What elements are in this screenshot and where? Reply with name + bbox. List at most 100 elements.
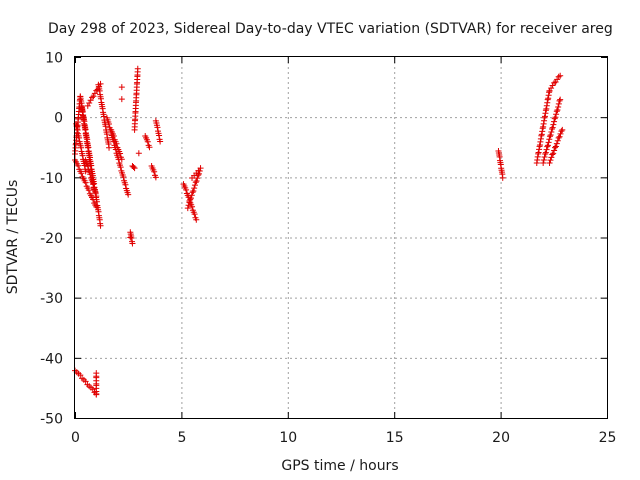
data-point: [543, 146, 550, 153]
data-point: [74, 127, 81, 134]
data-point: [191, 182, 198, 189]
data-point: [557, 72, 564, 79]
data-point: [191, 185, 198, 192]
data-point: [118, 96, 125, 103]
y-tick-label: -40: [40, 351, 63, 367]
data-point: [146, 144, 153, 151]
data-point: [154, 124, 161, 131]
data-point: [549, 125, 556, 132]
data-point: [110, 132, 117, 139]
data-point: [87, 97, 94, 104]
data-point: [125, 191, 132, 198]
data-point: [551, 115, 558, 122]
data-point: [553, 108, 560, 115]
data-point: [78, 170, 85, 177]
data-point: [550, 150, 557, 157]
gridlines: [75, 57, 607, 418]
data-point: [546, 87, 553, 94]
data-point: [546, 136, 553, 143]
data-point: [553, 140, 560, 147]
data-point: [135, 150, 142, 157]
data-point: [122, 181, 129, 188]
data-point: [117, 150, 124, 157]
data-point: [195, 170, 202, 177]
data-point: [93, 203, 100, 210]
data-point: [97, 222, 104, 229]
data-point: [184, 205, 191, 212]
data-point: [89, 94, 96, 101]
data-point: [554, 137, 561, 144]
chart-title: Day 298 of 2023, Sidereal Day-to-day VTE…: [48, 21, 613, 37]
data-point: [118, 156, 125, 163]
data-point: [187, 196, 194, 203]
data-point: [552, 144, 559, 151]
data-point: [545, 139, 552, 146]
x-tick-label: 10: [279, 430, 297, 446]
data-point: [90, 93, 97, 100]
data-point: [189, 203, 196, 210]
data-point: [549, 82, 556, 89]
data-point: [131, 165, 138, 172]
data-point: [550, 121, 557, 128]
data-point: [151, 168, 158, 175]
x-tick-label: 0: [71, 430, 80, 446]
data-point: [84, 163, 91, 170]
data-point: [189, 189, 196, 196]
data-point: [187, 195, 194, 202]
data-point: [551, 118, 558, 125]
data-point: [79, 152, 86, 159]
data-point: [547, 131, 554, 138]
data-point: [551, 79, 558, 86]
data-point: [193, 178, 200, 185]
x-axis-label: GPS time / hours: [281, 458, 398, 474]
data-point: [553, 111, 560, 118]
data-point: [93, 370, 100, 377]
data-point: [188, 192, 195, 199]
y-tick-label: -20: [40, 231, 63, 247]
data-point: [127, 234, 134, 241]
y-tick-label: 0: [54, 111, 63, 127]
data-point: [195, 167, 202, 174]
data-point: [546, 133, 553, 140]
data-point: [546, 160, 553, 167]
data-point: [549, 151, 556, 158]
data-point: [105, 121, 112, 128]
data-point: [542, 150, 549, 157]
x-tick-label: 25: [599, 430, 617, 446]
data-point: [93, 193, 100, 200]
data-point: [186, 199, 193, 206]
data-point: [551, 147, 558, 154]
data-point: [134, 65, 141, 72]
data-point: [193, 216, 200, 223]
data-point: [191, 211, 198, 218]
data-point: [549, 124, 556, 131]
data-point: [555, 103, 562, 110]
data-point: [106, 144, 113, 151]
data-point: [556, 133, 563, 140]
data-point: [556, 97, 563, 104]
data-point: [77, 372, 84, 379]
data-point: [192, 179, 199, 186]
data-point: [499, 174, 506, 181]
data-point: [552, 143, 559, 150]
data-point: [144, 138, 151, 145]
data-point: [78, 144, 85, 151]
data-points: [72, 65, 566, 398]
data-point: [555, 134, 562, 141]
data-point: [547, 157, 554, 164]
data-point: [554, 106, 561, 113]
data-point: [540, 160, 547, 167]
data-point: [185, 202, 192, 209]
x-tick-label: 5: [177, 430, 186, 446]
data-point: [544, 142, 551, 149]
data-point: [113, 140, 120, 147]
data-point: [558, 128, 565, 135]
data-point: [156, 132, 163, 139]
data-point: [190, 188, 197, 195]
data-point: [118, 84, 125, 91]
x-tick-label: 15: [386, 430, 404, 446]
data-point: [81, 162, 88, 169]
data-point: [544, 143, 551, 150]
data-point: [540, 157, 547, 164]
